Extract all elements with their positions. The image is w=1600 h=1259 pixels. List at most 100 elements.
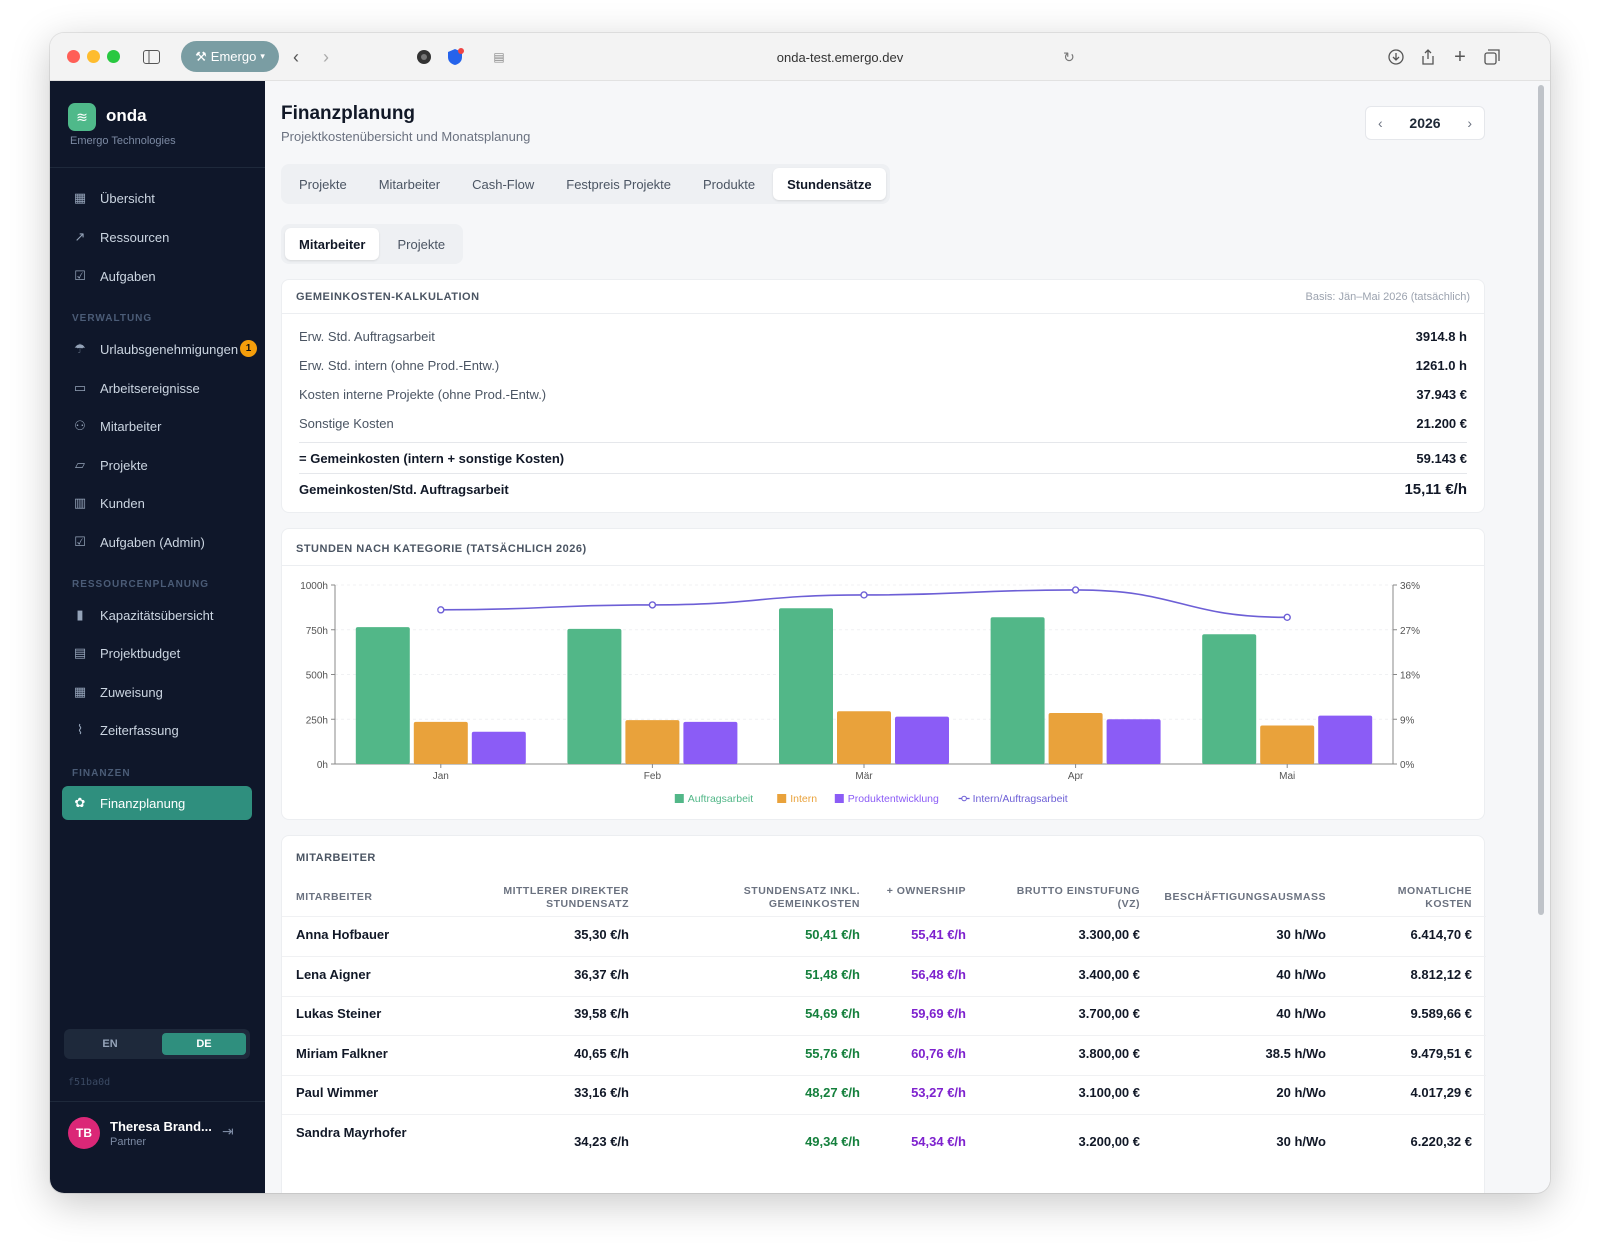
sidebar-item-zeiterfassung[interactable]: ⌇ Zeiterfassung	[62, 713, 252, 747]
tab-mitarbeiter[interactable]: Mitarbeiter	[378, 176, 441, 192]
zoom-window-button[interactable]	[107, 50, 120, 63]
app-logo-icon: ≋	[68, 103, 96, 131]
bar-produktentwicklung	[895, 716, 949, 764]
cell-monthly-cost: 9.479,51 €	[1410, 1046, 1472, 1061]
overhead-row: Erw. Std. Auftragsarbeit 3914.8 h	[299, 322, 1467, 350]
table-icon: ▤	[73, 645, 87, 660]
x-tick-label: Jan	[433, 771, 449, 782]
line-point	[1071, 586, 1080, 594]
reader-icon[interactable]: ▤	[493, 50, 505, 64]
legend-swatch	[674, 794, 684, 803]
sidebar-item-label: Projekte	[100, 457, 148, 473]
bar-produktentwicklung	[1318, 715, 1373, 764]
sidebar-toggle-icon[interactable]	[140, 45, 162, 69]
bar-produktentwicklung	[1106, 719, 1161, 764]
row-value: 3914.8 h	[1415, 328, 1467, 344]
cell-ownership-rate: 55,41 €/h	[911, 927, 966, 942]
page-title: Finanzplanung	[281, 103, 416, 124]
col-header-brutto[interactable]: BRUTTO EINSTUFUNG (VZ)	[1016, 885, 1140, 910]
reload-icon[interactable]: ↻	[1063, 48, 1075, 65]
cell-employment: 20 h/Wo	[1276, 1085, 1326, 1100]
bar-auftragsarbeit	[1202, 634, 1257, 764]
col-header-employment[interactable]: BESCHÄFTIGUNGSAUSMASS	[1164, 891, 1326, 903]
minimize-window-button[interactable]	[87, 50, 100, 63]
y-right-tick-label: 27%	[1400, 626, 1420, 637]
col-header-ownership[interactable]: + OWNERSHIP	[886, 885, 966, 897]
check-icon: ☑	[74, 534, 86, 549]
chevron-down-icon: ▾	[260, 51, 265, 61]
url-bar[interactable]: onda-test.emergo.dev	[776, 50, 904, 65]
back-icon[interactable]: ‹	[293, 46, 299, 67]
sidebar: ≋ onda Emergo Technologies ▦ Übersicht ↗ R…	[50, 81, 265, 1193]
chevron-right-icon[interactable]: ›	[1467, 115, 1472, 131]
sidebar-item-label: Aufgaben (Admin)	[100, 534, 205, 550]
sidebar-item-aufgaben[interactable]: ☑ Aufgaben	[62, 259, 252, 293]
subtab-mitarbeiter[interactable]: Mitarbeiter	[285, 228, 380, 260]
tab-festpreis-projekte[interactable]: Festpreis Projekte	[566, 176, 672, 192]
cell-brutto: 3.700,00 €	[1078, 1006, 1140, 1021]
cell-employment: 30 h/Wo	[1276, 927, 1326, 942]
cell-ownership-rate: 59,69 €/h	[911, 1006, 966, 1021]
tabs-overview-icon[interactable]	[1482, 45, 1502, 69]
col-header-monthly[interactable]: MONATLICHE KOSTEN	[1397, 885, 1472, 910]
new-tab-icon[interactable]: +	[1454, 45, 1466, 68]
bar-intern	[837, 711, 891, 764]
overhead-row: Erw. Std. intern (ohne Prod.-Entw.) 1261.…	[299, 351, 1467, 379]
sidebar-item-aufgaben-admin[interactable]: ☑ Aufgaben (Admin)	[62, 525, 252, 559]
logout-icon[interactable]: ⇥	[222, 1123, 234, 1139]
sidebar-item-zuweisung[interactable]: ▦ Zuweisung	[62, 675, 252, 709]
basis-note: Basis: Jän–Mai 2026 (tatsächlich)	[1305, 291, 1470, 303]
tab-cash-flow[interactable]: Cash-Flow	[472, 176, 535, 192]
card-title: GEMEINKOSTEN-KALKULATION	[296, 291, 480, 303]
sidebar-item-projekte[interactable]: ▱ Projekte	[62, 448, 252, 482]
lang-de-button[interactable]: DE	[162, 1033, 246, 1055]
divider	[282, 996, 1486, 997]
sidebar-item-label: Aufgaben	[100, 268, 156, 284]
tab-projekte[interactable]: Projekte	[299, 176, 347, 192]
sidebar-item-ressourcen[interactable]: ↗ Ressourcen	[62, 220, 252, 254]
grid-icon: ▦	[73, 684, 87, 699]
lang-en-button[interactable]: EN	[102, 1038, 118, 1050]
bar-auftragsarbeit	[355, 627, 410, 764]
sidebar-item-mitarbeiter[interactable]: ⚇ Mitarbeiter	[62, 409, 252, 443]
sidebar-item-uebersicht[interactable]: ▦ Übersicht	[62, 181, 252, 215]
browser-titlebar: ⚒ Emergo ▾ ‹ › ▤ onda-test.emergo.dev ↻ …	[50, 33, 1550, 81]
trend-icon: ↗	[74, 229, 86, 244]
sidebar-item-kunden[interactable]: ▥ Kunden	[62, 486, 252, 520]
col-header-direct-rate[interactable]: MITTLERER DIREKTER STUNDENSATZ	[503, 885, 629, 910]
col-header-overhead-rate[interactable]: STUNDENSATZ INKL. GEMEINKOSTEN	[743, 885, 860, 910]
download-icon[interactable]	[1386, 45, 1406, 69]
share-icon[interactable]	[1418, 45, 1438, 69]
sidebar-item-urlaubsgenehmigungen[interactable]: ☂ Urlaubsgenehmigungen	[62, 332, 252, 366]
row-value: 15,11 €/h	[1404, 480, 1467, 498]
extension-icon[interactable]	[414, 45, 434, 69]
sidebar-item-arbeitsereignisse[interactable]: ▭ Arbeitsereignisse	[62, 371, 252, 405]
scrollbar[interactable]	[1538, 85, 1544, 915]
bar-produktentwicklung	[471, 731, 526, 764]
divider	[282, 916, 1486, 917]
shield-extension-icon[interactable]	[444, 45, 466, 69]
avatar[interactable]: TB	[68, 1117, 100, 1149]
sidebar-item-projektbudget[interactable]: ▤ Projektbudget	[62, 636, 252, 670]
sidebar-item-kapazitaetsuebersicht[interactable]: ▮ Kapazitätsübersicht	[62, 598, 252, 632]
tab-produkte[interactable]: Produkte	[703, 176, 756, 192]
profile-switcher[interactable]: ⚒ Emergo ▾	[181, 41, 279, 72]
chevron-left-icon[interactable]: ‹	[1378, 115, 1383, 131]
chart-title: STUNDEN NACH KATEGORIE (TATSÄCHLICH 2026…	[296, 543, 587, 555]
chart-card: STUNDEN NACH KATEGORIE (TATSÄCHLICH 2026…	[281, 528, 1485, 820]
legend-swatch	[777, 794, 787, 803]
overhead-row: Kosten interne Projekte (ohne Prod.-Entw…	[299, 380, 1467, 408]
forward-icon[interactable]: ›	[323, 46, 329, 67]
notification-badge: 1	[240, 340, 257, 357]
grid-icon: ▦	[73, 190, 87, 205]
close-window-button[interactable]	[67, 50, 80, 63]
col-header-mitarbeiter[interactable]: MITARBEITER	[296, 891, 373, 903]
subtab-projekte[interactable]: Projekte	[397, 236, 446, 252]
bar-auftragsarbeit	[567, 628, 622, 764]
x-tick-label: Apr	[1068, 771, 1084, 782]
sidebar-item-finanzplanung[interactable]: ✿ Finanzplanung	[62, 786, 252, 820]
year-value: 2026	[1409, 115, 1441, 131]
cell-monthly-cost: 4.017,29 €	[1410, 1085, 1472, 1100]
cell-monthly-cost: 6.414,70 €	[1410, 927, 1472, 942]
tab-stundensaetze[interactable]: Stundensätze	[773, 168, 886, 200]
